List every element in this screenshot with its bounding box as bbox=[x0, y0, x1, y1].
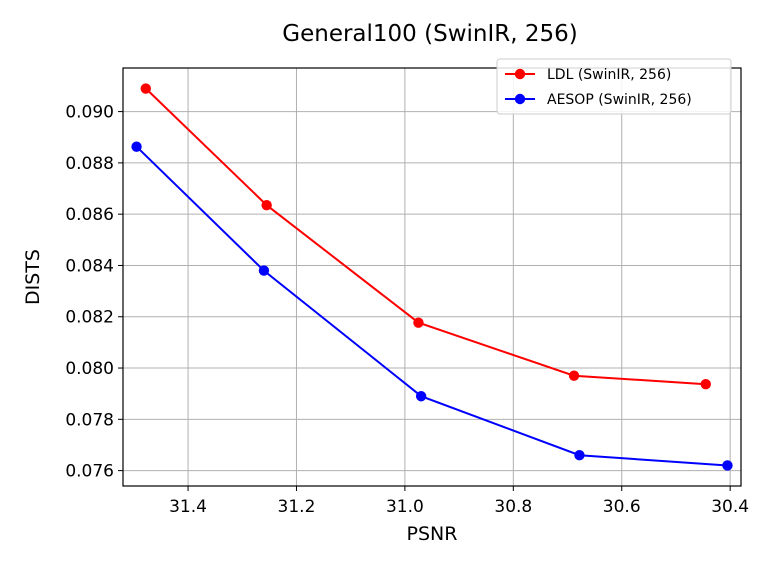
x-tick-label: 30.4 bbox=[711, 497, 749, 517]
x-tick-label: 30.6 bbox=[603, 497, 641, 517]
y-tick-label: 0.078 bbox=[65, 410, 114, 430]
x-tick-label: 31.2 bbox=[278, 497, 316, 517]
y-tick-label: 0.086 bbox=[65, 205, 114, 225]
x-tick-label: 31.4 bbox=[169, 497, 207, 517]
ticks: 31.4 31.2 31.0 30.8 30.6 30.4 0.076 0.078 0.080 0… bbox=[65, 103, 749, 517]
series-1-point bbox=[131, 141, 142, 152]
legend: LDL (SwinIR, 256) AESOP (SwinIR, 256) bbox=[496, 58, 732, 115]
x-tick-label: 31.0 bbox=[386, 497, 424, 517]
series-1-point bbox=[415, 391, 427, 402]
series-1-point bbox=[574, 450, 585, 461]
legend-label-0: LDL (SwinIR, 256) bbox=[547, 67, 671, 83]
y-tick-label: 0.080 bbox=[65, 359, 114, 379]
x-tick-label: 30.8 bbox=[494, 497, 532, 517]
series-1-point bbox=[722, 460, 733, 471]
y-axis-label: DISTS bbox=[22, 249, 44, 305]
series-0-point bbox=[413, 317, 424, 328]
y-tick-label: 0.076 bbox=[65, 462, 114, 482]
y-tick-label: 0.088 bbox=[65, 154, 114, 174]
chart-title: General100 (SwinIR, 256) bbox=[282, 21, 577, 47]
series bbox=[131, 83, 733, 471]
series-0-point bbox=[261, 199, 272, 211]
series-0-point bbox=[140, 83, 151, 94]
y-tick-label: 0.082 bbox=[65, 308, 114, 328]
series-0-point bbox=[700, 378, 711, 390]
series-0-point bbox=[568, 370, 580, 381]
legend-marker-1 bbox=[514, 93, 526, 105]
y-tick-label: 0.084 bbox=[65, 256, 114, 276]
x-axis-label: PSNR bbox=[407, 523, 458, 545]
plot-frame bbox=[122, 67, 742, 487]
legend-label-1: AESOP (SwinIR, 256) bbox=[547, 92, 692, 108]
series-1-point bbox=[258, 265, 270, 276]
legend-marker-0 bbox=[514, 68, 526, 80]
legend-box bbox=[496, 58, 732, 115]
y-tick-label: 0.090 bbox=[65, 103, 114, 123]
grid bbox=[123, 68, 741, 486]
